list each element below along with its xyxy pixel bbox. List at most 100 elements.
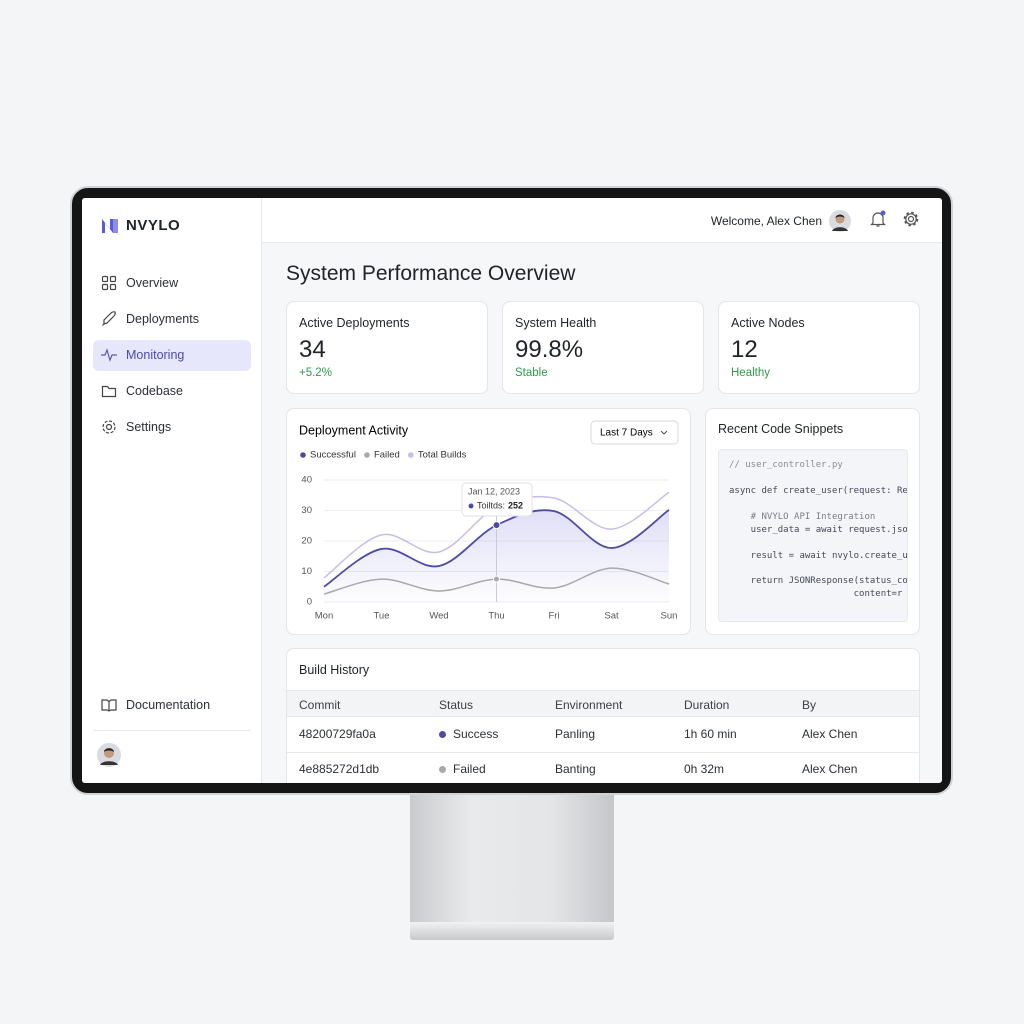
nav-item[interactable]: Codebase <box>93 376 251 407</box>
table-cell: 0h 32m <box>684 762 725 776</box>
notifications-button[interactable] <box>869 210 887 228</box>
legend-label: Failed <box>374 450 400 461</box>
dropdown-box <box>590 420 679 445</box>
code-line: # NVYLO API Integration <box>729 512 876 522</box>
settings-button[interactable] <box>902 210 920 228</box>
column-header: By <box>802 698 817 712</box>
stat-value: 12 <box>731 336 758 363</box>
code-line: // user_controller.py <box>729 460 843 470</box>
table-cell: Success <box>453 727 499 741</box>
nav-label: Overview <box>126 276 179 290</box>
stat-change: Healthy <box>731 367 770 379</box>
y-tick-label: 40 <box>301 475 312 486</box>
nav-icon <box>101 348 117 362</box>
top-bar: Welcome, Alex Chen <box>262 198 942 243</box>
table-cell: 4e885272d1db <box>299 762 380 776</box>
tooltip-swatch <box>468 503 474 509</box>
code-line: return JSONResponse(status_co <box>729 576 908 586</box>
nav-icon <box>101 385 117 398</box>
nav-label: Codebase <box>126 384 183 398</box>
tooltip-date: Jan 12, 2023 <box>468 486 520 496</box>
legend-label: Successful <box>310 450 356 461</box>
x-tick-label: Tue <box>373 611 389 622</box>
stat-label: Active Deployments <box>299 316 410 330</box>
table-title: Build History <box>299 663 370 677</box>
dropdown-label: Last 7 Days <box>600 428 653 439</box>
table-cell: 1h 60 min <box>684 727 737 741</box>
x-tick-label: Sat <box>604 611 619 622</box>
code-line: user_data = await request.jso <box>729 525 908 535</box>
table-cell: 48200729fa0a <box>299 727 376 741</box>
chart-title: Deployment Activity <box>299 423 409 437</box>
code-line: async def create_user(request: Re <box>729 486 908 496</box>
x-tick-label: Sun <box>661 611 678 622</box>
tooltip: Jan 12, 2023 Toiltds: 252 <box>461 482 533 517</box>
column-header: Status <box>439 698 474 712</box>
nav-icon <box>102 420 116 434</box>
legend-swatch <box>300 452 306 458</box>
legend-swatch <box>408 452 414 458</box>
nav-item[interactable]: Overview <box>93 268 251 299</box>
documentation-link[interactable]: Documentation <box>93 690 251 721</box>
hover-point <box>492 521 501 530</box>
column-header: Commit <box>299 698 341 712</box>
x-tick-label: Mon <box>315 611 333 622</box>
stat-change: Stable <box>515 367 548 379</box>
nav-item-active[interactable]: Monitoring <box>93 340 251 371</box>
stat-value: 99.8% <box>515 336 584 363</box>
code-card: Recent Code Snippets // user_controller.… <box>705 408 920 635</box>
chart: Deployment Activity Last 7 Days 0 10 20 30 4… <box>299 420 679 622</box>
page-title: System Performance Overview <box>286 262 576 285</box>
x-tick-label: Wed <box>429 611 448 622</box>
table-cell: Alex Chen <box>802 762 858 776</box>
y-tick-label: 0 <box>307 597 312 608</box>
monitor-stand <box>410 795 614 927</box>
tooltip-label: Toiltds: <box>477 500 505 510</box>
row-divider <box>287 752 919 753</box>
y-tick-label: 20 <box>301 536 312 547</box>
nav-item[interactable]: Deployments <box>93 304 251 335</box>
welcome-text: Welcome, Alex Chen <box>710 214 822 228</box>
chart-card: Deployment Activity Last 7 Days 0 10 20 30 4… <box>286 408 691 635</box>
y-tick-label: 30 <box>301 505 312 516</box>
tooltip-value: 252 <box>508 500 523 510</box>
stat-change: +5.2% <box>299 367 332 379</box>
column-header: Duration <box>684 698 730 712</box>
monitor-stand-base <box>410 922 614 940</box>
build-history-card: Build History Commit Status Environment Dur… <box>286 648 920 783</box>
x-tick-label: Fri <box>548 611 559 622</box>
nav-label: Settings <box>126 420 172 434</box>
tooltip-box <box>461 482 533 517</box>
user-avatar[interactable] <box>97 743 121 767</box>
table-cell: Alex Chen <box>802 727 858 741</box>
stat-card: Active Deployments 34 +5.2% <box>286 301 488 394</box>
hover-point <box>493 575 500 583</box>
brand-name: NVYLO <box>126 217 181 234</box>
period-dropdown[interactable]: Last 7 Days <box>590 420 679 445</box>
column-header: Environment <box>555 698 623 712</box>
status-dot <box>439 766 446 773</box>
dropdown-chevron <box>660 430 668 435</box>
nav-item[interactable]: Settings <box>93 412 251 443</box>
nav-icon <box>101 699 117 712</box>
status-dot <box>439 731 446 738</box>
table-cell: Failed <box>453 762 486 776</box>
nav-label: Monitoring <box>126 348 185 362</box>
stat-label: System Health <box>515 316 597 330</box>
legend-label: Total Builds <box>418 450 467 461</box>
nav-icon <box>101 275 117 291</box>
y-tick-label: 10 <box>301 566 312 577</box>
stat-card: System Health 99.8% Stable <box>502 301 704 394</box>
table-cell: Banting <box>555 762 596 776</box>
legend-swatch <box>364 452 370 458</box>
nav-icon <box>102 311 116 326</box>
stat-value: 34 <box>299 336 326 363</box>
screen: NVYLO Overview Deployments Monitoring Co… <box>82 198 942 783</box>
brand-logo <box>102 219 118 233</box>
user-avatar[interactable] <box>829 210 851 232</box>
table-header <box>287 690 919 717</box>
nav-label: Deployments <box>126 312 199 326</box>
x-tick-label: Thu <box>488 611 504 622</box>
